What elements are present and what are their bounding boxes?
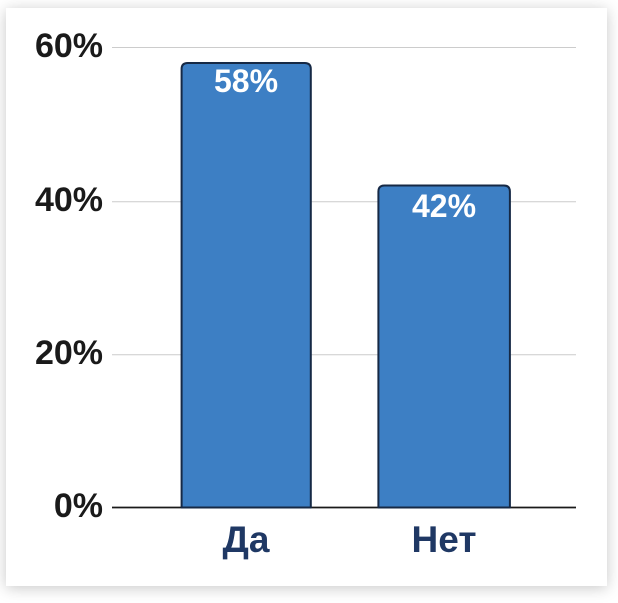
svg-text:0%: 0%: [54, 487, 103, 525]
svg-text:60%: 60%: [35, 27, 103, 65]
svg-text:Нет: Нет: [412, 519, 477, 560]
svg-text:58%: 58%: [214, 63, 278, 99]
svg-text:42%: 42%: [412, 188, 476, 224]
svg-text:Да: Да: [223, 519, 270, 560]
svg-text:40%: 40%: [35, 181, 103, 219]
svg-text:20%: 20%: [35, 334, 103, 372]
